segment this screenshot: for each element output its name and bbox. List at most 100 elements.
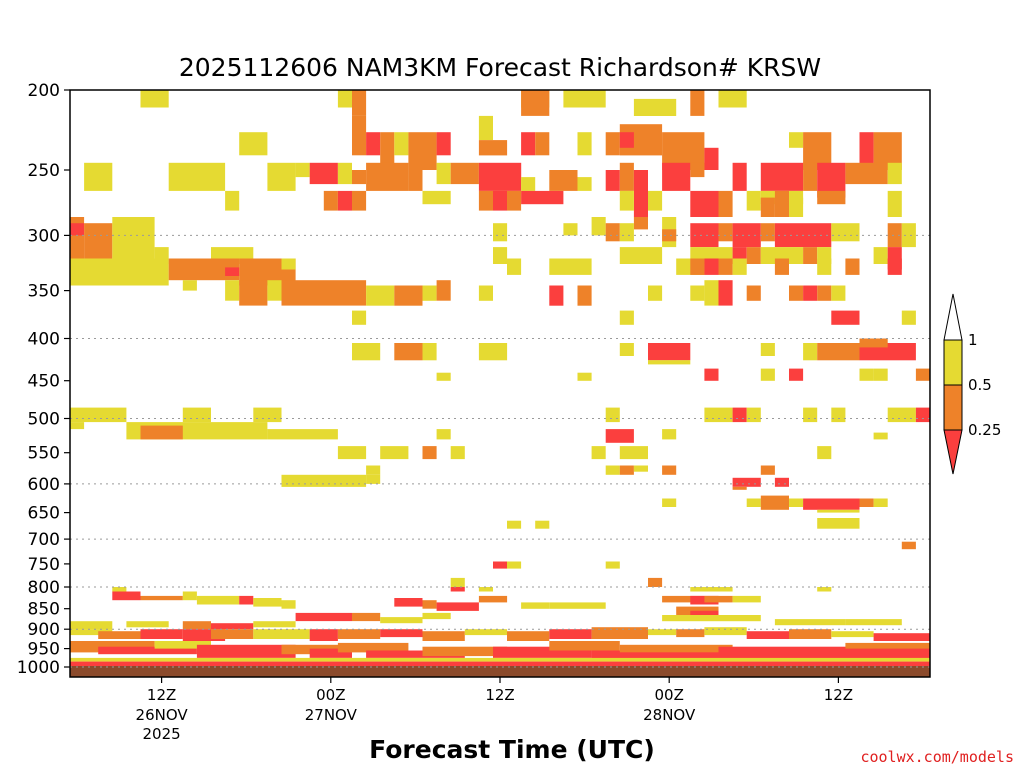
heatmap-cell (732, 258, 747, 275)
heatmap-cell (70, 223, 85, 236)
heatmap-cell (605, 465, 620, 475)
heatmap-cell (746, 285, 761, 301)
heatmap-cell (366, 162, 409, 191)
y-tick-label: 800 (28, 578, 60, 598)
heatmap-cell (619, 190, 634, 211)
heatmap-cell (140, 425, 183, 440)
heatmap-cell (196, 595, 240, 605)
heatmap-cell (352, 90, 367, 116)
heatmap-cell (831, 631, 874, 638)
heatmap-cell (408, 170, 423, 191)
x-axis-label: Forecast Time (UTC) (369, 735, 655, 764)
heatmap-cell (225, 267, 240, 276)
heatmap-cell (422, 190, 451, 205)
heatmap-cell (182, 629, 226, 641)
heatmap-cell (422, 285, 437, 301)
y-tick-label: 500 (28, 410, 60, 430)
y-tick-label: 200 (28, 81, 60, 101)
heatmap-cell (211, 623, 254, 630)
heatmap-cell (436, 280, 451, 301)
heatmap-cell (591, 217, 606, 236)
y-tick-label: 550 (28, 444, 60, 464)
heatmap-cell (817, 285, 832, 301)
heatmap-cell (493, 247, 508, 264)
y-tick-label: 600 (28, 475, 60, 495)
heatmap-cell (323, 190, 338, 211)
heatmap-cells (70, 90, 930, 673)
heatmap-cell (605, 170, 620, 191)
heatmap-cell (662, 429, 677, 440)
heatmap-cell (591, 446, 606, 460)
heatmap-cell (352, 310, 367, 325)
heatmap-cell (563, 90, 606, 108)
heatmap-cell (352, 612, 381, 622)
heatmap-cell (873, 368, 888, 381)
heatmap-cell (140, 90, 169, 108)
heatmap-cell (789, 629, 832, 639)
heatmap-cell (718, 258, 733, 275)
heatmap-cell (478, 587, 493, 592)
heatmap-cell (577, 132, 592, 156)
heatmap-cell (633, 217, 648, 230)
heatmap-cell (366, 650, 465, 658)
heatmap-cell (521, 90, 550, 116)
heatmap-cell (507, 520, 522, 529)
heatmap-cell (704, 627, 747, 636)
heatmap-cell (464, 629, 508, 636)
heatmap-cell (605, 561, 620, 569)
heatmap-cell (704, 368, 719, 381)
heatmap-cell (718, 190, 733, 217)
heatmap-cell (549, 641, 620, 651)
heatmap-cell (760, 162, 804, 191)
heatmap-cell (549, 170, 578, 191)
heatmap-cell (84, 162, 113, 191)
heatmap-cell (901, 310, 916, 325)
heatmap-cell (633, 465, 648, 472)
heatmap-cell (478, 115, 493, 141)
heatmap-cell (211, 629, 254, 639)
heatmap-cell (352, 170, 367, 185)
heatmap-cell (690, 258, 705, 275)
heatmap-cell (352, 190, 367, 211)
heatmap-cell (535, 132, 550, 156)
heatmap-cell (859, 132, 874, 170)
heatmap-cell (366, 465, 381, 475)
heatmap-cell (774, 477, 789, 487)
heatmap-cell (577, 372, 592, 381)
heatmap-cell (789, 368, 804, 381)
heatmap-cell (450, 587, 465, 592)
heatmap-cell (633, 170, 648, 217)
heatmap-cell (831, 310, 860, 325)
heatmap-cell (605, 223, 620, 242)
heatmap-cell (662, 615, 761, 622)
heatmap-cell (126, 621, 169, 628)
heatmap-cell (408, 132, 437, 170)
heatmap-cell (803, 498, 860, 510)
heatmap-cell (789, 498, 804, 507)
heatmap-cell (704, 147, 719, 170)
heatmap-cell (591, 627, 648, 639)
heatmap-cell (521, 132, 536, 156)
heatmap-cell (352, 115, 367, 156)
heatmap-cell (817, 343, 860, 361)
x-tick-label: 12Z (485, 686, 514, 704)
heatmap-cell (422, 631, 465, 641)
heatmap-cell (239, 280, 268, 306)
heatmap-cell (366, 474, 381, 484)
credit-text: coolwx.com/models (860, 748, 1014, 766)
heatmap-cell (859, 338, 888, 348)
heatmap-cell (662, 595, 705, 603)
heatmap-cell (478, 140, 508, 156)
heatmap-cell (704, 280, 719, 306)
legend-label-1: 1 (968, 331, 978, 349)
heatmap-cell (690, 90, 705, 116)
heatmap-cell (633, 98, 677, 116)
heatmap-cell (225, 280, 240, 301)
heatmap-cell (760, 495, 789, 510)
heatmap-cell (507, 190, 522, 211)
heatmap-cell (887, 258, 902, 275)
heatmap-cell (98, 631, 141, 639)
y-tick-label: 350 (28, 282, 60, 302)
heatmap-cell (760, 197, 775, 217)
